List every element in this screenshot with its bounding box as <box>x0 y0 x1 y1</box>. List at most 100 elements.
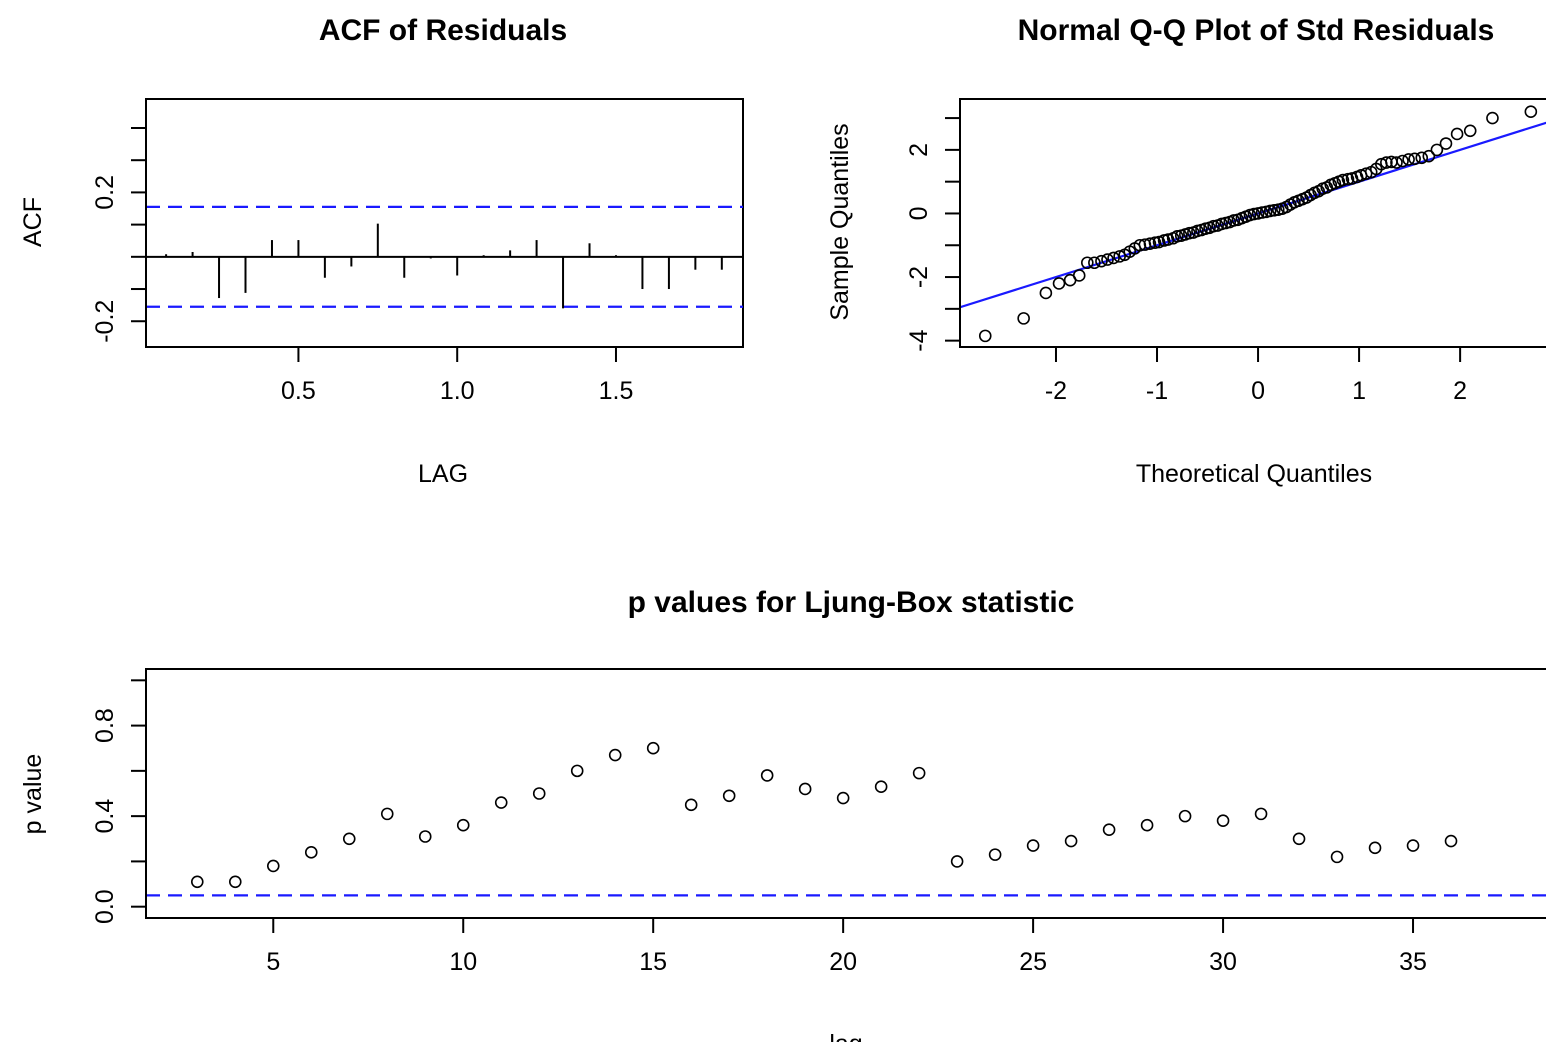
lb-point <box>874 780 888 794</box>
qq-reference-line <box>960 121 1546 309</box>
qq-plot-frame <box>959 98 1546 348</box>
lb-ylabel: p value <box>19 754 47 835</box>
lb-point <box>646 741 660 755</box>
qq-x-tick-label: -1 <box>1146 377 1168 405</box>
qq-x-axis: -2 -1 0 1 2 <box>1045 346 1467 405</box>
lb-point <box>608 748 622 762</box>
lb-title: p values for Ljung-Box statistic <box>628 586 1075 619</box>
lb-point <box>1292 832 1306 846</box>
qq-point <box>1227 214 1241 227</box>
lb-x-tick-label: 20 <box>829 948 857 976</box>
qq-point <box>1017 312 1030 325</box>
qq-point <box>1402 153 1415 166</box>
qq-point <box>1081 256 1094 270</box>
qq-point <box>1415 151 1429 165</box>
qq-point <box>1439 137 1453 150</box>
qq-point <box>1450 127 1464 141</box>
qq-point <box>1095 254 1108 268</box>
qq-point <box>1101 253 1114 266</box>
qq-point <box>1255 206 1269 219</box>
qq-y-tick-label: 2 <box>905 143 933 157</box>
lb-x-tick-label: 25 <box>1019 948 1047 976</box>
qq-point <box>1359 167 1373 181</box>
lb-point <box>1368 841 1382 855</box>
acf-x-tick-label: 0.5 <box>281 377 316 405</box>
qq-point <box>1107 251 1120 265</box>
lb-point <box>1178 809 1192 823</box>
lb-point <box>304 846 318 859</box>
lb-point <box>760 769 774 782</box>
acf-y-tick-label: -0.2 <box>91 300 119 343</box>
acf-x-axis: 0.5 1.0 1.5 <box>281 346 634 405</box>
acf-bars <box>165 223 723 309</box>
qq-point <box>978 329 992 343</box>
lb-point <box>494 796 508 809</box>
lb-y-tick-label: 0.8 <box>91 708 119 743</box>
qq-ylabel: Sample Quantiles <box>826 123 854 320</box>
qq-xlabel: Theoretical Quantiles <box>1136 460 1372 488</box>
acf-ylabel: ACF <box>19 197 47 247</box>
lb-point <box>266 859 280 873</box>
lb-point <box>380 807 394 821</box>
lb-x-tick-label: 15 <box>639 948 667 976</box>
qq-y-tick-label: -2 <box>905 266 933 288</box>
qq-title: Normal Q-Q Plot of Std Residuals <box>1018 14 1495 47</box>
lb-xlabel: lag <box>829 1030 862 1042</box>
lb-point <box>1140 818 1154 832</box>
lb-point <box>1102 823 1116 837</box>
acf-title: ACF of Residuals <box>319 14 567 47</box>
qq-point <box>1422 149 1436 163</box>
qq-point <box>1336 173 1350 187</box>
qq-point <box>1072 269 1086 282</box>
qq-points <box>978 105 1538 343</box>
qq-point <box>1152 235 1166 249</box>
lb-y-tick-label: 0.4 <box>91 799 119 834</box>
acf-x-tick-label: 1.5 <box>599 377 634 405</box>
lb-point <box>1406 839 1420 852</box>
qq-panel: Normal Q-Q Plot of Std Residuals Theoret… <box>826 14 1546 488</box>
lb-point <box>228 875 242 889</box>
qq-y-axis: -4 -2 0 2 <box>905 117 961 352</box>
qq-point <box>1143 237 1157 250</box>
lb-point <box>684 798 698 812</box>
lb-point <box>950 855 964 868</box>
lb-point <box>836 791 850 805</box>
qq-point <box>1170 230 1184 243</box>
qq-point <box>1341 172 1355 186</box>
qq-point <box>1390 156 1403 169</box>
qq-point <box>1267 203 1281 217</box>
lb-point <box>342 832 356 846</box>
lb-point <box>1216 814 1230 827</box>
lb-point <box>1330 850 1344 864</box>
acf-panel: ACF of Residuals LAG ACF 0.5 1.0 1.5 -0.2 0… <box>19 14 744 488</box>
qq-point <box>1524 105 1538 119</box>
lb-point <box>418 830 432 843</box>
qq-point <box>1088 256 1101 270</box>
lb-points <box>190 741 1458 889</box>
qq-x-tick-label: 2 <box>1453 377 1467 405</box>
lb-point <box>570 764 584 778</box>
qq-point <box>1148 236 1162 250</box>
lb-point <box>912 766 926 780</box>
qq-x-tick-label: -2 <box>1045 377 1067 405</box>
qq-point <box>1408 152 1421 166</box>
qq-point <box>1430 143 1444 157</box>
qq-x-tick-label: 1 <box>1352 377 1366 405</box>
lb-point <box>532 787 546 800</box>
lb-y-tick-label: 0.0 <box>91 889 119 924</box>
lb-x-tick-label: 10 <box>449 948 477 976</box>
qq-point <box>1380 156 1393 169</box>
qq-point <box>1486 111 1499 125</box>
qq-y-tick-label: 0 <box>905 207 933 221</box>
lb-y-axis: 0.0 0.4 0.8 <box>91 679 147 924</box>
qq-point <box>1247 207 1261 221</box>
acf-y-tick-label: 0.2 <box>91 175 119 210</box>
qq-point <box>1263 204 1277 218</box>
acf-xlabel: LAG <box>418 460 468 488</box>
qq-point <box>1039 286 1053 300</box>
qq-point <box>1207 219 1220 233</box>
lb-point <box>988 848 1002 861</box>
qq-point <box>1183 226 1196 240</box>
acf-plot-frame <box>145 98 744 348</box>
qq-point <box>1113 250 1126 263</box>
